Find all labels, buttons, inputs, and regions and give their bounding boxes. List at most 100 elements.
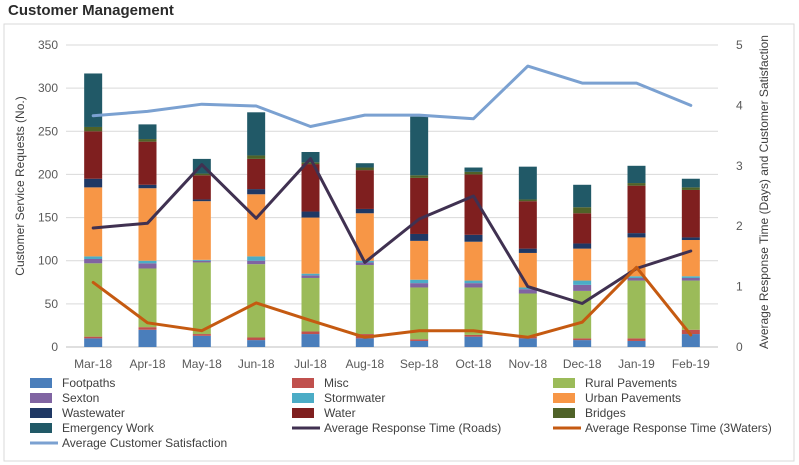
bar-rural-pavements	[518, 293, 537, 337]
y-right-tick-label: 3	[736, 159, 743, 173]
bar-stormwater	[84, 256, 103, 259]
bar-rural-pavements	[192, 262, 211, 335]
legend-label-average-response-time-roads-: Average Response Time (Roads)	[324, 421, 501, 435]
bar-bridges	[627, 183, 646, 186]
x-tick-label: Mar-18	[74, 357, 112, 371]
bar-footpaths	[192, 335, 211, 347]
bar-sexton	[410, 283, 429, 288]
x-tick-label: Jun-18	[238, 357, 275, 371]
bar-misc	[247, 337, 266, 341]
bar-urban-pavements	[573, 248, 592, 281]
bar-rural-pavements	[464, 287, 483, 335]
legend-label-footpaths: Footpaths	[62, 376, 115, 390]
bar-emergency-work	[247, 112, 266, 156]
bar-footpaths	[573, 340, 592, 347]
bar-rural-pavements	[138, 268, 157, 328]
bar-stormwater	[681, 276, 700, 278]
bar-bridges	[355, 167, 374, 171]
legend-label-rural-pavements: Rural Pavements	[585, 376, 677, 390]
line-average-response-time-roads-	[91, 157, 693, 305]
x-tick-label: Jul-18	[294, 357, 327, 371]
bar-misc	[192, 334, 211, 336]
bar-footpaths	[247, 340, 266, 347]
y-left-tick-label: 100	[38, 254, 58, 268]
y-right-tick-label: 5	[736, 38, 743, 52]
legend-label-misc: Misc	[324, 376, 349, 390]
line-average-response-time-3waters-	[91, 265, 693, 339]
bar-emergency-work	[84, 73, 103, 127]
x-tick-label: Feb-19	[672, 357, 710, 371]
bar-bridges	[573, 207, 592, 214]
bar-water	[627, 185, 646, 234]
bar-bridges	[247, 155, 266, 159]
bar-emergency-work	[627, 165, 646, 184]
bar-wastewater	[84, 178, 103, 188]
x-tick-label: Sep-18	[400, 357, 439, 371]
bar-bridges	[192, 173, 211, 176]
legend-label-water: Water	[324, 406, 356, 420]
y-right-tick-label: 4	[736, 98, 743, 112]
bar-stormwater	[410, 279, 429, 284]
bar-bridges	[138, 139, 157, 142]
bar-wastewater	[138, 184, 157, 189]
bar-footpaths	[627, 340, 646, 347]
bar-wastewater	[355, 208, 374, 214]
bar-sexton	[84, 258, 103, 264]
legend-label-stormwater: Stormwater	[324, 391, 385, 405]
bar-stormwater	[138, 260, 157, 264]
bar-wastewater	[410, 233, 429, 241]
bar-footpaths	[84, 338, 103, 347]
bar-misc	[410, 339, 429, 341]
bar-rural-pavements	[410, 287, 429, 340]
legend-label-bridges: Bridges	[585, 406, 626, 420]
legend-swatch-misc	[292, 378, 314, 388]
bar-rural-pavements	[355, 265, 374, 335]
bar-sexton	[627, 277, 646, 281]
bar-rural-pavements	[247, 264, 266, 338]
bar-wastewater	[301, 211, 320, 218]
y-left-tick-label: 250	[38, 124, 58, 138]
bar-emergency-work	[410, 116, 429, 176]
bar-footpaths	[138, 329, 157, 347]
legend-label-sexton: Sexton	[62, 391, 99, 405]
legend-label-wastewater: Wastewater	[62, 406, 125, 420]
chart-area-border	[3, 23, 795, 462]
bar-wastewater	[681, 237, 700, 241]
legend-swatch-footpaths	[30, 378, 52, 388]
bar-urban-pavements	[627, 237, 646, 277]
bar-sexton	[573, 284, 592, 291]
bar-emergency-work	[573, 184, 592, 208]
bar-urban-pavements	[84, 187, 103, 257]
bar-water	[138, 141, 157, 185]
bar-misc	[464, 334, 483, 337]
bar-misc	[627, 338, 646, 341]
x-tick-label: Apr-18	[129, 357, 165, 371]
y-left-tick-label: 0	[51, 340, 58, 354]
bar-sexton	[138, 263, 157, 269]
bar-misc	[84, 336, 103, 339]
bar-misc	[681, 329, 700, 335]
bar-wastewater	[247, 189, 266, 195]
bar-urban-pavements	[410, 240, 429, 280]
legend-swatch-rural-pavements	[553, 378, 575, 388]
x-tick-label: Dec-18	[563, 357, 602, 371]
bar-footpaths	[410, 340, 429, 347]
y-axis-right-label: Average Response Time (Days) and Custome…	[757, 35, 771, 349]
bar-wastewater	[518, 248, 537, 253]
bar-urban-pavements	[247, 194, 266, 257]
bar-stormwater	[627, 276, 646, 278]
bar-urban-pavements	[355, 213, 374, 261]
bar-sexton	[301, 275, 320, 278]
legend-label-average-response-time-3waters-: Average Response Time (3Waters)	[585, 421, 772, 435]
bar-wastewater	[192, 199, 211, 202]
y-right-tick-label: 0	[736, 340, 743, 354]
legend-label-emergency-work: Emergency Work	[62, 421, 155, 435]
bar-sexton	[464, 283, 483, 288]
bar-water	[192, 175, 211, 200]
bar-urban-pavements	[192, 201, 211, 260]
bar-sexton	[518, 289, 537, 294]
bar-bridges	[301, 162, 320, 165]
bar-footpaths	[355, 338, 374, 347]
